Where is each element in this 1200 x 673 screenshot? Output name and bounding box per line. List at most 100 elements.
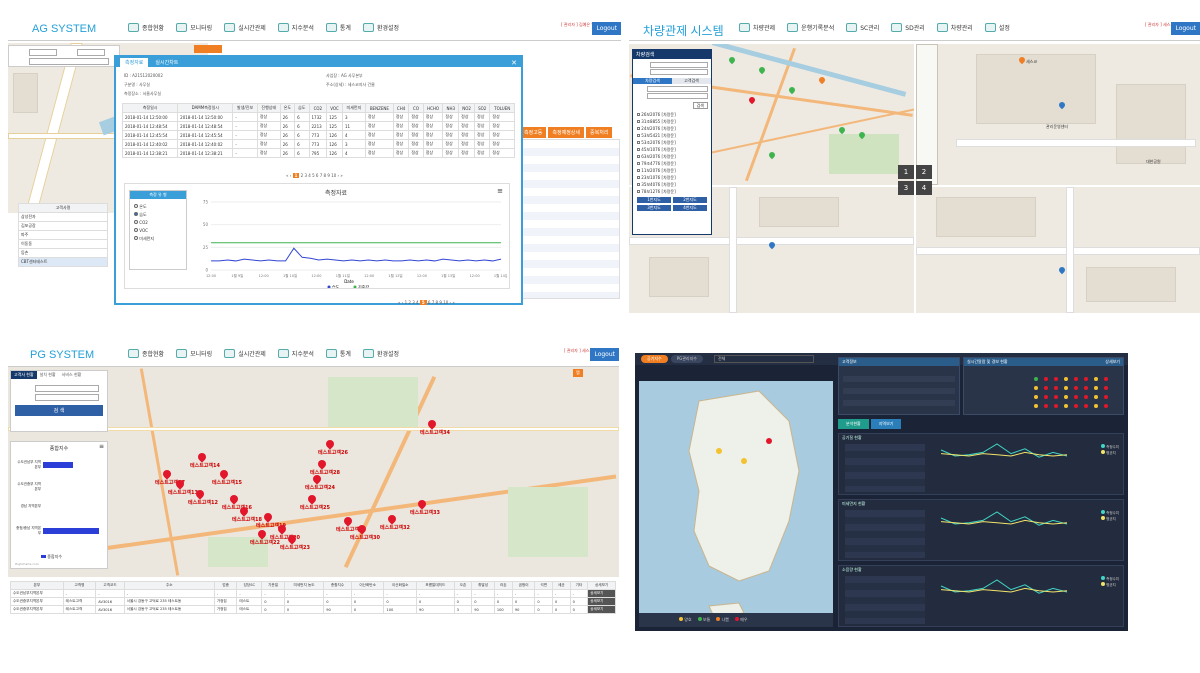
table-row[interactable]: 2018-01-14 12:40:02 2018-01-14 12:40:02- 정… <box>121 139 515 149</box>
table-row[interactable]: CBT센터테스트 <box>18 257 108 267</box>
region-select[interactable] <box>650 62 708 68</box>
tab-service[interactable]: 서비스 현황 <box>61 372 82 377</box>
nav-item[interactable]: 통계 <box>325 23 351 32</box>
map-view[interactable] <box>8 367 619 577</box>
map-button[interactable]: 4번지도 <box>673 205 707 211</box>
table-row[interactable]: 2018-01-14 12:48:54 2018-01-14 12:48:54- 정… <box>121 121 515 131</box>
map-button[interactable]: 3번지도 <box>637 205 671 211</box>
list-item[interactable]: 63보2076 [차량운] <box>637 153 707 160</box>
table-row[interactable]: 수도권남부지역본부 - - - - - - - - - - - - - - - - - - 상세보기 <box>10 589 616 598</box>
list-item[interactable]: 26보2076 [차량운] <box>637 111 707 118</box>
map-toggle[interactable]: 맵 <box>573 369 583 377</box>
radio-option[interactable]: 미세먼지 <box>134 235 182 243</box>
tab-pg-index[interactable]: PG관리지수 <box>670 355 703 363</box>
menu-icon[interactable]: ≡ <box>497 187 503 195</box>
table-row[interactable]: 수도권중부지역본부 테스트고객 AV3016 서울시 강동구 고덕로 235 테스트동… <box>10 605 616 614</box>
table-row[interactable]: 2018-01-14 12:38:21 2018-01-14 12:38:21- 정… <box>121 148 515 158</box>
table-row[interactable]: 김포공장 <box>18 221 108 231</box>
bottom-pagination[interactable]: « ‹ 1 2 3 4 5 6 7 8 9 10 › » <box>398 300 455 305</box>
logout-button[interactable]: Logout <box>1171 22 1200 35</box>
table-row[interactable]: 등촌 <box>18 248 108 258</box>
table-row[interactable]: 2018-01-14 12:45:54 2018-01-14 12:45:54- 정… <box>121 130 515 140</box>
quad-button[interactable]: 1 <box>898 165 914 179</box>
schedule-button[interactable]: 측정예정상세 <box>548 127 585 138</box>
nav-item[interactable]: 모니터링 <box>176 349 212 358</box>
nav-item[interactable]: 차량관제 <box>739 23 775 32</box>
nav-item[interactable]: 실시간관제 <box>224 349 266 358</box>
detail-button[interactable]: 상세보기 <box>587 589 616 598</box>
tab-region[interactable]: 지역보기 <box>870 419 902 429</box>
search-button[interactable]: 검색 <box>692 102 708 109</box>
pagination[interactable]: « ‹ 1 2 3 4 5 6 7 8 9 10 › » <box>286 173 343 178</box>
nav-item[interactable]: SD관리 <box>891 23 925 32</box>
list-item[interactable]: 31조8855 [차량운] <box>637 118 707 125</box>
nav-item[interactable]: 종합현황 <box>128 349 164 358</box>
list-item[interactable]: 45보1076 [차량운] <box>637 146 707 153</box>
radio-option[interactable]: 습도 <box>134 211 182 219</box>
map-quad-4[interactable] <box>916 187 1200 313</box>
list-item[interactable]: 24보2076 [차량운] <box>637 125 707 132</box>
nav-item[interactable]: 차량관리 <box>936 23 973 32</box>
map-toggle[interactable] <box>194 45 222 53</box>
table-row[interactable]: 삼성전자 <box>18 212 108 222</box>
region-select[interactable] <box>35 385 99 392</box>
search-button[interactable]: 검 색 <box>15 405 103 416</box>
search-input-2[interactable] <box>647 93 708 99</box>
detail-button[interactable]: 상세보기 <box>587 605 616 614</box>
nav-item[interactable]: 환경설정 <box>362 23 399 32</box>
table-row[interactable]: 2018-01-14 12:50:00 2018-01-14 12:50:00- 정… <box>121 112 515 122</box>
tab-realtime[interactable]: 실시간차트 <box>155 60 179 66</box>
quad-button[interactable]: 3 <box>898 181 914 195</box>
nav-item[interactable]: 설정 <box>984 23 1010 32</box>
logout-button[interactable]: Logout <box>592 22 621 35</box>
nav-item[interactable]: SC관리 <box>846 23 879 32</box>
tab-analysis[interactable]: 분석현황 <box>838 419 869 429</box>
list-item[interactable]: 11보2076 [차량운] <box>637 167 707 174</box>
radio-option[interactable]: VOC <box>134 227 182 235</box>
branch-select[interactable] <box>77 49 105 56</box>
tab-measure[interactable]: 측정자료 <box>120 58 149 67</box>
close-icon[interactable]: ✕ <box>511 59 517 67</box>
list-item[interactable]: 23보1076 [차량운] <box>637 174 707 181</box>
map-button[interactable]: 2번지도 <box>673 197 707 203</box>
radio-option[interactable]: 온도 <box>134 203 182 211</box>
table-row[interactable]: 수도권중부지역본부 테스트고객 AV3016 서울시 강동구 고덕로 235 테스트동… <box>10 597 616 606</box>
branch-select[interactable] <box>650 69 708 75</box>
detail-button[interactable]: 상세보기 <box>587 597 616 606</box>
list-item[interactable]: 35보4076 [차량운] <box>637 181 707 188</box>
korea-map[interactable]: 양호 보통 나쁨 매우 <box>639 381 833 627</box>
branch-select[interactable] <box>35 394 99 401</box>
search-input[interactable] <box>647 86 708 92</box>
list-item[interactable]: 53보5421 [차량운] <box>637 132 707 139</box>
nav-item[interactable]: 환경설정 <box>362 349 399 358</box>
nav-item[interactable]: 지수분석 <box>277 23 314 32</box>
region-select[interactable] <box>29 49 57 56</box>
table-row[interactable]: 이동동 <box>18 239 108 249</box>
nav-item[interactable]: 통계 <box>325 349 351 358</box>
duplicate-button[interactable]: 중복처리 <box>586 127 613 138</box>
tab-install[interactable]: 설치 현황 <box>39 372 56 377</box>
customer-input[interactable] <box>29 58 109 65</box>
quad-button[interactable]: 2 <box>916 165 932 179</box>
quad-button[interactable]: 4 <box>916 181 932 195</box>
measure-button[interactable]: 측정고등 <box>520 127 547 138</box>
logout-button[interactable]: Logout <box>590 348 619 361</box>
nav-item[interactable]: 실시간관제 <box>224 23 266 32</box>
list-item[interactable]: 53조2076 [차량운] <box>637 139 707 146</box>
radio-option[interactable]: CO2 <box>134 219 182 227</box>
nav-item[interactable]: 종합현황 <box>128 23 164 32</box>
map-button[interactable]: 1번지도 <box>637 197 671 203</box>
list-item[interactable]: 79조4776 [차량운] <box>637 160 707 167</box>
region-select[interactable]: 전체 <box>713 355 814 363</box>
tab-customers[interactable]: 고객사 현황 <box>11 371 37 379</box>
map-quad-2[interactable]: 세스코 관리운영센터 대한공원 <box>916 44 1200 185</box>
right-list[interactable] <box>520 139 620 299</box>
detail-link[interactable]: 상세보기 <box>1105 359 1120 364</box>
tab-air-index[interactable]: 공기지수 <box>641 355 668 363</box>
tab-vehicle[interactable]: 차량검색 <box>633 78 672 84</box>
list-item[interactable]: 78보1276 [차량운] <box>637 188 707 195</box>
menu-icon[interactable]: ≡ <box>98 443 104 450</box>
tab-customer[interactable]: 고객검색 <box>672 78 711 84</box>
table-row[interactable]: 파주 <box>18 230 108 240</box>
nav-item[interactable]: 운행기록분석 <box>787 23 834 32</box>
